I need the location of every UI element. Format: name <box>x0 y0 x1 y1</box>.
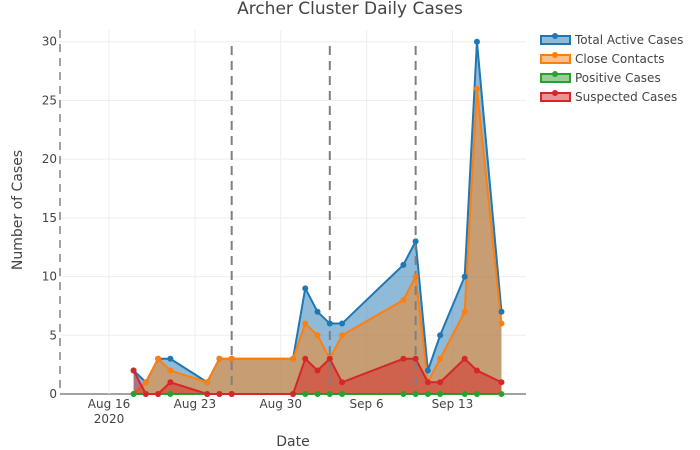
data-point <box>498 320 505 327</box>
event-markers <box>230 46 417 394</box>
y-tick-label: 10 <box>42 270 57 284</box>
data-point <box>412 238 419 245</box>
data-point <box>339 391 346 397</box>
data-point <box>290 391 296 397</box>
y-axis-title: Number of Cases <box>10 150 26 270</box>
data-point <box>424 367 431 374</box>
data-point <box>461 273 468 280</box>
data-point <box>437 379 444 386</box>
y-tick-label: 5 <box>49 328 57 342</box>
data-point <box>204 391 211 397</box>
data-point <box>290 355 296 362</box>
data-point <box>167 355 174 362</box>
data-point <box>314 332 321 339</box>
data-point <box>167 367 174 374</box>
x-axis-title: Date <box>276 434 309 450</box>
data-point <box>130 391 137 397</box>
data-point <box>473 391 480 397</box>
data-point <box>142 379 149 386</box>
data-point <box>473 367 480 374</box>
data-point <box>228 355 235 362</box>
y-axis-ticks: 0 5 10 15 20 25 30 <box>42 35 57 401</box>
data-point <box>498 308 505 315</box>
data-point <box>400 261 407 268</box>
data-point <box>498 379 505 386</box>
legend-marker <box>552 71 558 77</box>
data-point <box>228 391 235 397</box>
data-point <box>461 355 468 362</box>
legend-marker <box>552 52 558 58</box>
data-point <box>302 320 309 327</box>
x-tick-label: Sep 13 <box>432 397 474 411</box>
grid-lines <box>59 30 526 395</box>
legend-label: Total Active Cases <box>574 33 683 47</box>
data-point <box>326 320 333 327</box>
data-point <box>412 273 419 280</box>
data-point <box>204 379 211 386</box>
data-point <box>326 355 333 362</box>
legend-marker <box>552 33 558 39</box>
x-tick-label: Sep 6 <box>350 397 384 411</box>
series-area <box>133 358 502 394</box>
legend[interactable]: Total Active Cases Close Contacts Positive… <box>540 33 683 104</box>
data-point <box>142 391 149 397</box>
data-point <box>302 391 309 397</box>
data-point <box>167 391 174 397</box>
data-point <box>339 320 346 327</box>
data-point <box>314 308 321 315</box>
data-point <box>412 355 419 362</box>
y-tick-label: 25 <box>42 93 57 107</box>
data-point <box>424 379 431 386</box>
x-tick-label: Aug 16 <box>88 397 131 411</box>
x-tick-year-label: 2020 <box>94 412 125 426</box>
series-points <box>130 38 505 397</box>
x-tick-label: Aug 23 <box>174 397 217 411</box>
legend-item[interactable]: Close Contacts <box>540 52 664 66</box>
data-point <box>314 391 321 397</box>
data-point <box>437 355 444 362</box>
legend-label: Suspected Cases <box>575 90 677 104</box>
y-tick-label: 30 <box>42 35 57 49</box>
data-point <box>216 391 223 397</box>
data-point <box>155 355 162 362</box>
data-point <box>302 285 309 292</box>
legend-label: Close Contacts <box>575 52 664 66</box>
data-point <box>498 391 505 397</box>
x-tick-label: Aug 30 <box>259 397 302 411</box>
data-point <box>400 297 407 304</box>
data-point <box>473 38 480 45</box>
data-point <box>424 391 431 397</box>
data-point <box>461 391 468 397</box>
series-area <box>133 88 502 394</box>
y-tick-label: 20 <box>42 152 57 166</box>
data-point <box>339 332 346 339</box>
legend-item[interactable]: Positive Cases <box>540 71 661 85</box>
data-point <box>461 308 468 315</box>
data-point <box>437 332 444 339</box>
data-point <box>437 391 444 397</box>
data-point <box>339 379 346 386</box>
legend-marker <box>552 90 558 96</box>
data-point <box>155 391 162 397</box>
legend-label: Positive Cases <box>575 71 661 85</box>
data-point <box>400 391 407 397</box>
chart-title: Archer Cluster Daily Cases <box>237 0 463 19</box>
y-tick-label: 15 <box>42 211 57 225</box>
data-point <box>473 85 480 92</box>
data-point <box>314 367 321 374</box>
data-point <box>216 355 223 362</box>
data-point <box>400 355 407 362</box>
data-point <box>130 367 137 374</box>
legend-item[interactable]: Total Active Cases <box>540 33 683 47</box>
data-point <box>167 379 174 386</box>
data-point <box>326 391 333 397</box>
data-point <box>412 391 419 397</box>
legend-item[interactable]: Suspected Cases <box>540 90 677 104</box>
data-point <box>302 355 309 362</box>
y-tick-label: 0 <box>49 387 57 401</box>
